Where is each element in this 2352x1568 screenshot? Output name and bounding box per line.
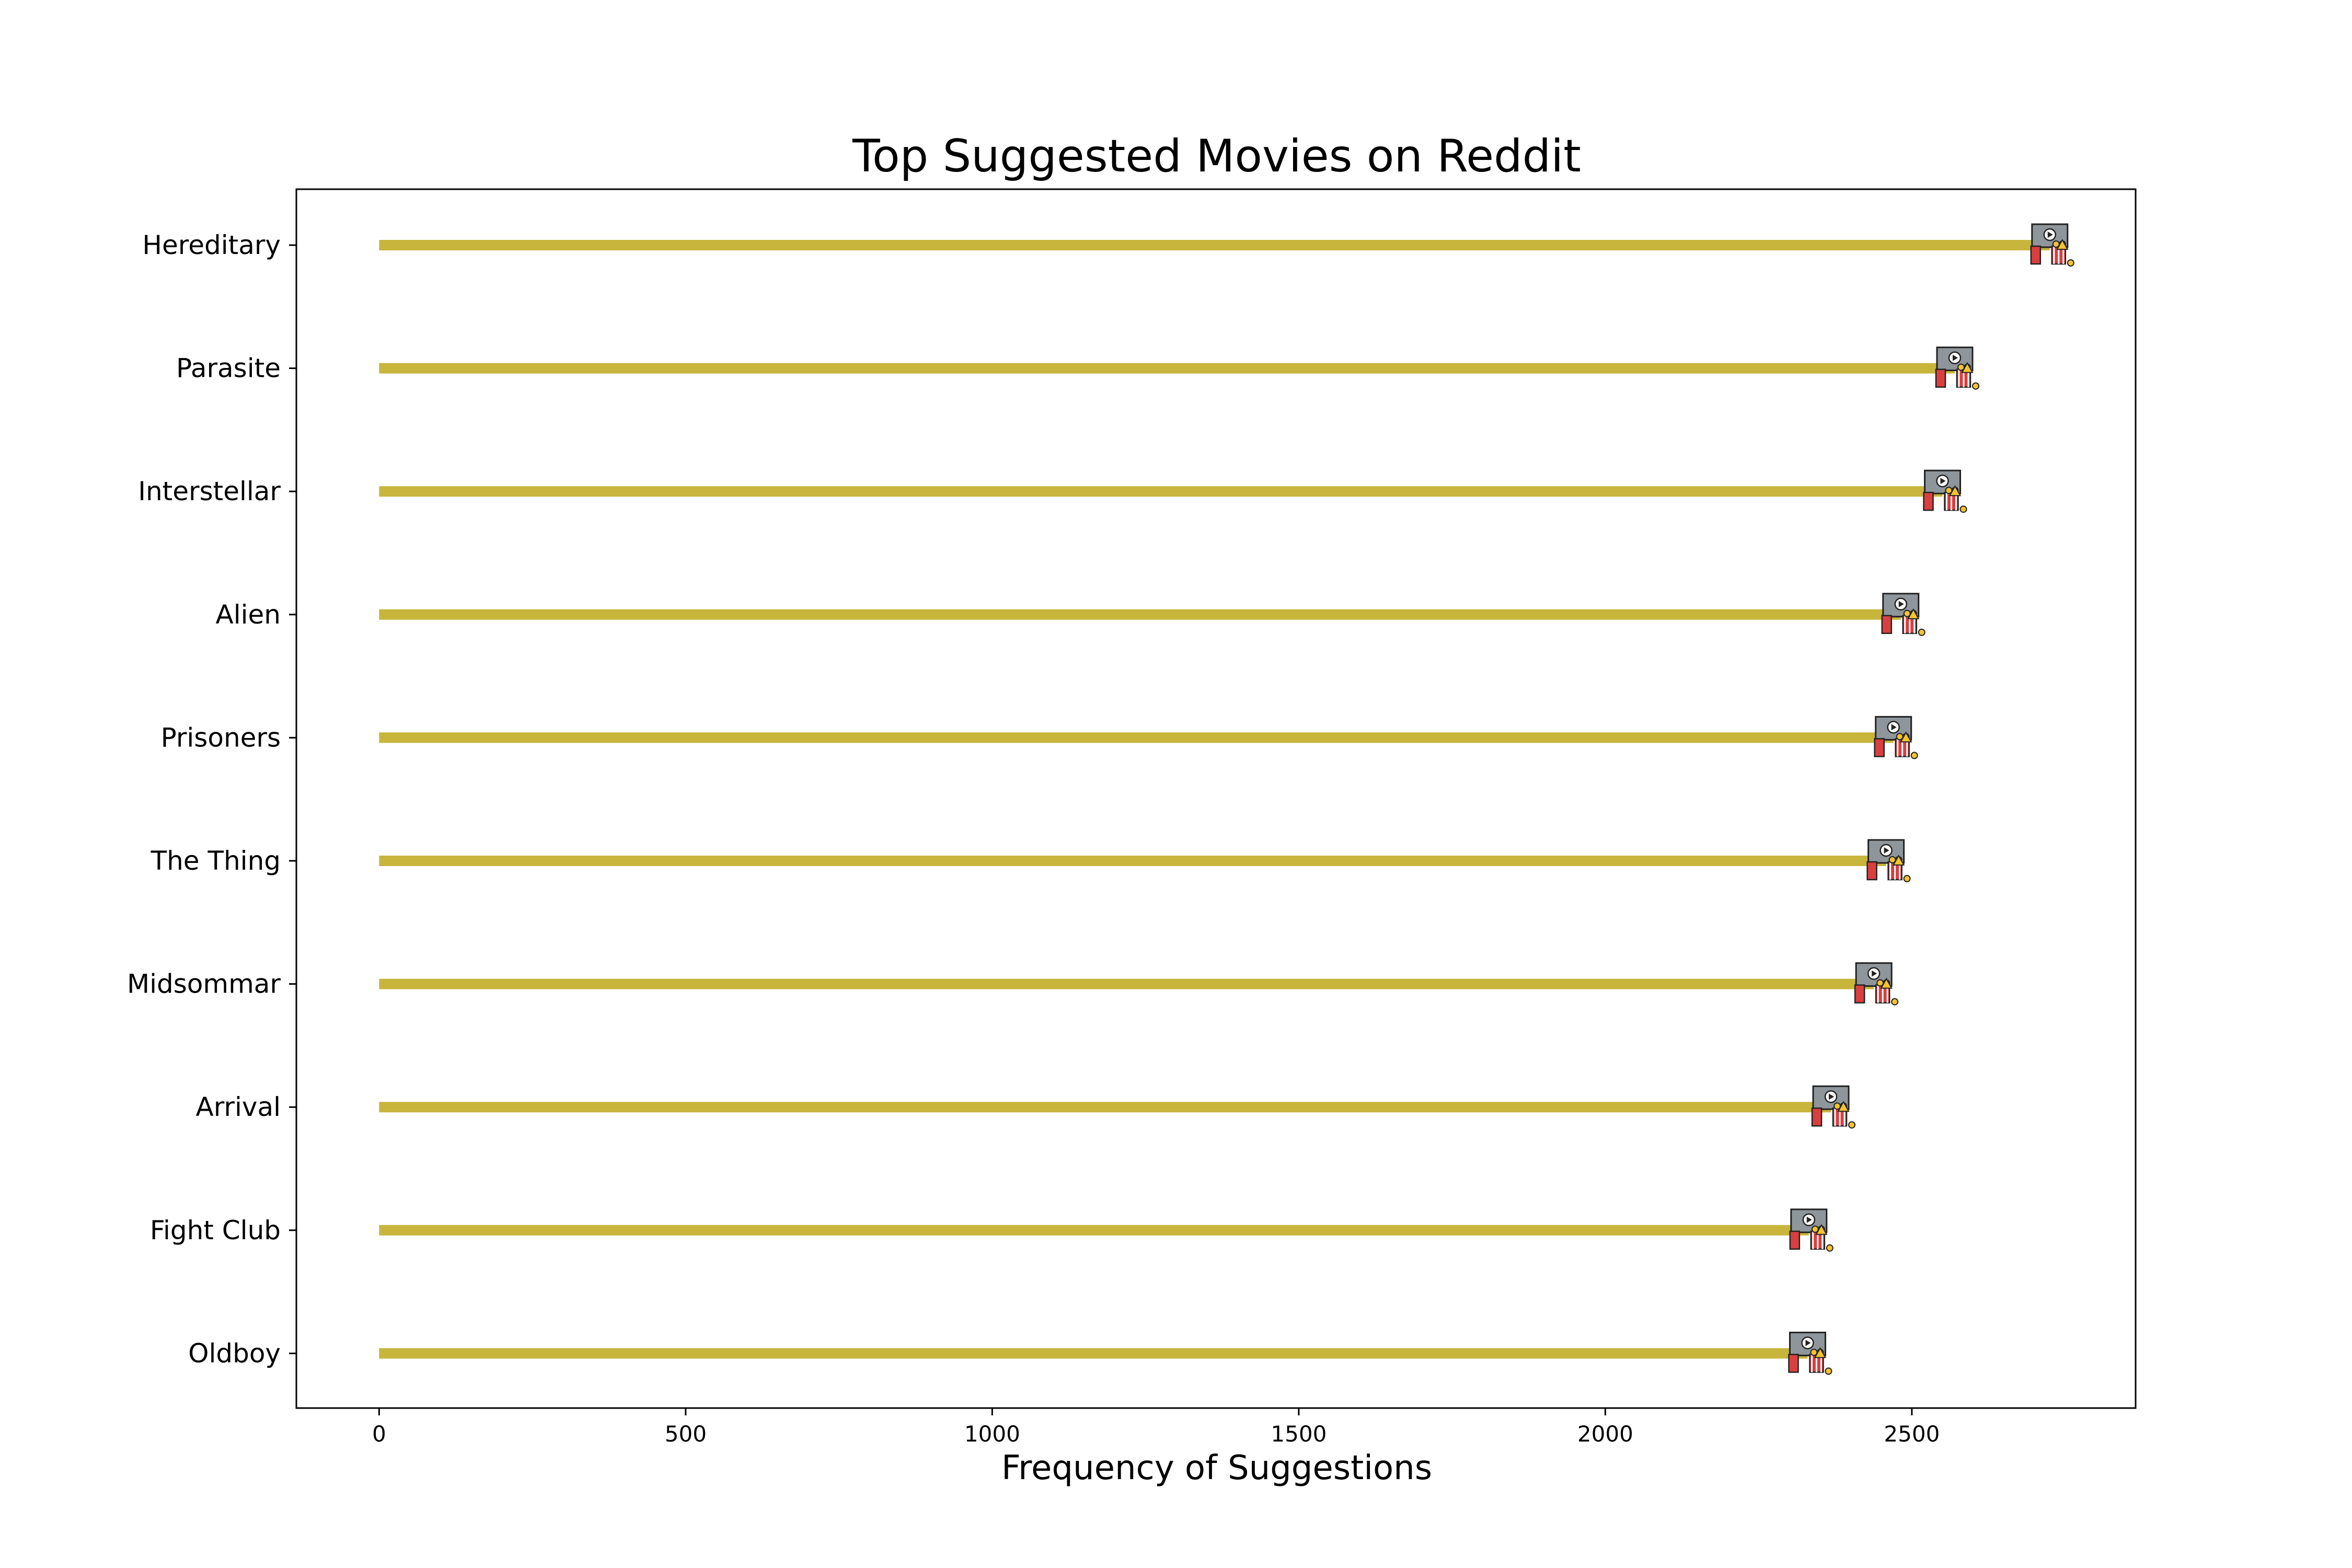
x-tick-label: 1500 — [1271, 1421, 1327, 1447]
y-tick-label: Alien — [216, 599, 281, 630]
x-tick-label: 2500 — [1884, 1421, 1940, 1447]
y-tick-label: Oldboy — [188, 1338, 281, 1368]
icon-seat-left — [1855, 985, 1864, 1003]
icon-popcorn-kernel — [1919, 629, 1925, 636]
y-tick-label: The Thing — [151, 846, 281, 876]
icon-popcorn-kernel — [1892, 999, 1898, 1005]
icon-popcorn-kernel — [1911, 752, 1918, 758]
y-tick-label: Midsommar — [127, 969, 281, 999]
icon-seat-left — [1936, 370, 1945, 387]
icon-seat-left — [1789, 1354, 1798, 1372]
icon-seat-left — [1875, 739, 1884, 756]
icon-seat-left — [1812, 1108, 1821, 1126]
icon-popcorn-kernel — [1961, 506, 1967, 512]
icon-popcorn-kernel — [1827, 1245, 1833, 1251]
icon-seat-left — [1882, 616, 1892, 633]
y-tick-label: Arrival — [196, 1092, 281, 1122]
y-tick-label: Prisoners — [161, 722, 281, 753]
icon-seat-left — [2031, 246, 2040, 264]
icon-popcorn-kernel — [1849, 1122, 1855, 1128]
y-tick-label: Interstellar — [138, 476, 281, 506]
x-tick-label: 500 — [665, 1421, 707, 1447]
x-tick-label: 1000 — [964, 1421, 1020, 1447]
icon-popcorn-kernel — [2068, 260, 2074, 266]
y-tick-label: Hereditary — [142, 230, 281, 260]
x-tick-label: 2000 — [1577, 1421, 1633, 1447]
icon-popcorn-kernel — [1825, 1368, 1831, 1374]
icon-popcorn-kernel — [1973, 383, 1979, 389]
icon-seat-left — [1867, 862, 1877, 880]
x-axis-label: Frequency of Suggestions — [1001, 1449, 1432, 1488]
icon-seat-left — [1790, 1231, 1800, 1249]
x-tick-label: 0 — [372, 1421, 386, 1447]
y-tick-label: Parasite — [176, 353, 281, 384]
icon-popcorn-kernel — [1904, 875, 1910, 882]
chart-title: Top Suggested Movies on Reddit — [852, 130, 1581, 182]
y-tick-label: Fight Club — [150, 1215, 281, 1246]
icon-seat-left — [1924, 492, 1933, 510]
